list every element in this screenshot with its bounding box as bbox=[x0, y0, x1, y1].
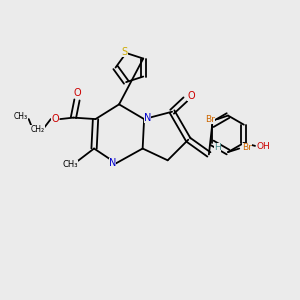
Text: Br: Br bbox=[205, 115, 215, 124]
Text: OH: OH bbox=[256, 142, 270, 151]
Text: O: O bbox=[188, 91, 195, 101]
Text: N: N bbox=[144, 112, 151, 123]
Text: S: S bbox=[122, 46, 128, 56]
Text: O: O bbox=[73, 88, 81, 98]
Text: CH₃: CH₃ bbox=[14, 112, 28, 121]
Text: CH₂: CH₂ bbox=[31, 125, 45, 134]
Text: H: H bbox=[214, 143, 220, 152]
Text: CH₃: CH₃ bbox=[63, 160, 78, 169]
Text: N: N bbox=[109, 158, 116, 168]
Text: Br: Br bbox=[242, 143, 251, 152]
Text: O: O bbox=[51, 114, 59, 124]
